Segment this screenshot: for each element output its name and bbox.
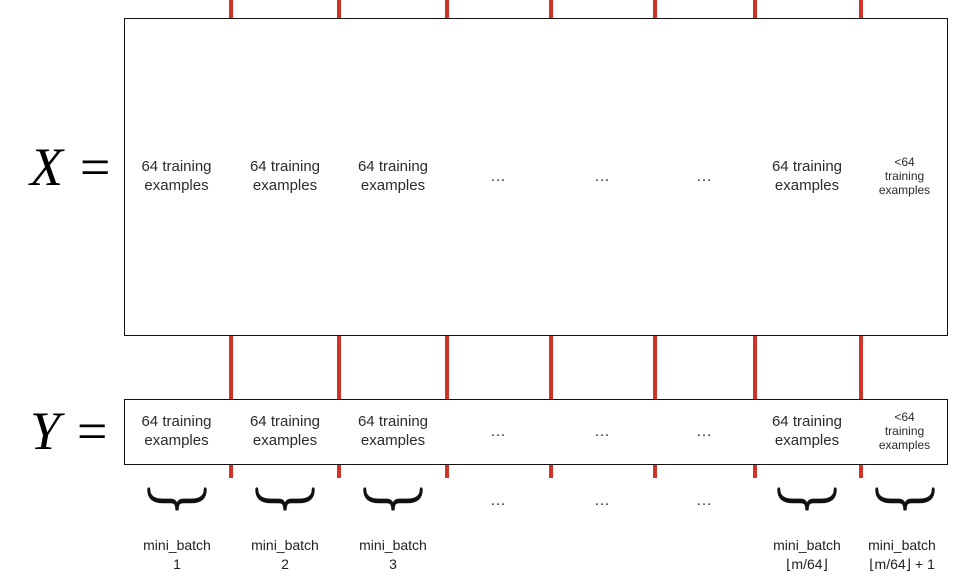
batch-label-floor: mini_batch ⌊m/64⌋ [773, 537, 841, 572]
x-cell-3: 64 training examples [357, 158, 429, 194]
x-cell-1: 64 training examples [141, 158, 212, 194]
y-cell-7: 64 training examples [771, 413, 843, 449]
batch-label-3: mini_batch 3 [359, 537, 427, 572]
batch-ellipsis-1: … [490, 492, 508, 509]
y-cell-4: … [490, 423, 508, 440]
y-cell-1: 64 training examples [141, 413, 212, 449]
x-cell-7: 64 training examples [771, 158, 843, 194]
batch-ellipsis-2: … [594, 492, 612, 509]
y-cell-2: 64 training examples [249, 413, 321, 449]
x-cell-2: 64 training examples [249, 158, 321, 194]
y-cell-6: … [696, 423, 714, 440]
y-cell-8: <64 training examples [878, 410, 931, 452]
x-cell-5: … [594, 168, 612, 185]
x-matrix-label: X = [30, 137, 113, 197]
x-cell-6: … [696, 168, 714, 185]
x-cell-8: <64 training examples [878, 155, 931, 197]
y-matrix-label: Y = [30, 401, 110, 461]
batch-label-1: mini_batch 1 [143, 537, 211, 572]
x-matrix-box [124, 18, 948, 336]
underbrace-icon [363, 487, 423, 511]
underbrace-icon [255, 487, 315, 511]
batch-ellipsis-3: … [696, 492, 714, 509]
y-matrix-box [124, 399, 948, 465]
underbrace-icon [875, 487, 935, 511]
x-cell-4: … [490, 168, 508, 185]
underbrace-icon [147, 487, 207, 511]
batch-label-floor-plus-one: mini_batch ⌊m/64⌋ + 1 [868, 537, 936, 572]
batch-label-2: mini_batch 2 [251, 537, 319, 572]
y-cell-3: 64 training examples [357, 413, 429, 449]
underbrace-icon [777, 487, 837, 511]
y-cell-5: … [594, 423, 612, 440]
